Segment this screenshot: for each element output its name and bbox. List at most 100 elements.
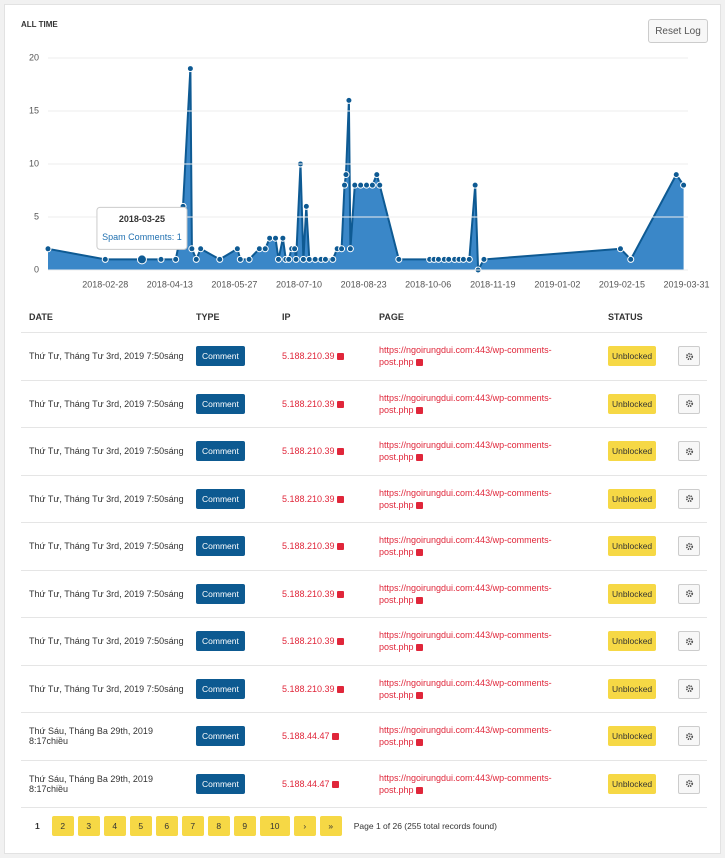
page-link[interactable]: https://ngoirungdui.com:443/wp-comments-… <box>379 535 552 558</box>
action-cell <box>668 346 707 367</box>
ip-link[interactable]: 5.188.210.39 <box>282 588 335 599</box>
external-icon <box>336 590 344 598</box>
action-cell <box>668 488 707 509</box>
status-badge: Unblocked <box>608 346 657 367</box>
date-cell: Thứ Tư, Tháng Tư 3rd, 2019 7:50sáng <box>21 541 188 551</box>
x-tick-label: 2019-03-31 <box>664 279 710 289</box>
data-point <box>305 255 313 263</box>
ip-link[interactable]: 5.188.210.39 <box>282 541 335 552</box>
gear-icon <box>685 637 693 645</box>
ip-link[interactable]: 5.188.210.39 <box>282 636 335 647</box>
page-button[interactable]: 6 <box>155 816 178 836</box>
tooltip-box <box>96 206 188 250</box>
page-link[interactable]: https://ngoirungdui.com:443/wp-comments-… <box>379 677 552 700</box>
date-cell: Thứ Tư, Tháng Tư 3rd, 2019 7:50sáng <box>21 351 188 361</box>
y-tick-label: 15 <box>29 105 39 115</box>
page-button[interactable]: › <box>293 816 316 836</box>
page-link[interactable]: https://ngoirungdui.com:443/wp-comments-… <box>379 582 552 605</box>
ip-link[interactable]: 5.188.44.47 <box>282 778 330 789</box>
data-point <box>445 255 453 263</box>
page-button[interactable]: 3 <box>77 816 100 836</box>
data-point <box>395 255 403 263</box>
page-cell: https://ngoirungdui.com:443/wp-comments-… <box>371 772 600 796</box>
date-cell: Thứ Tư, Tháng Tư 3rd, 2019 7:50sáng <box>21 494 188 504</box>
settings-button[interactable] <box>678 536 700 557</box>
settings-button[interactable] <box>678 583 700 604</box>
settings-button[interactable] <box>678 488 700 509</box>
page-link[interactable]: https://ngoirungdui.com:443/wp-comments-… <box>379 772 552 795</box>
data-point <box>376 181 384 189</box>
page-button[interactable]: 2 <box>51 816 74 836</box>
external-icon <box>336 543 344 551</box>
date: Thứ Tư, Tháng Tư 3rd, 2019 7:50sáng <box>29 446 184 457</box>
page-cell: https://ngoirungdui.com:443/wp-comments-… <box>371 487 600 511</box>
date-cell: Thứ Sáu, Tháng Ba 29th, 2019 8:17chiều <box>21 774 188 794</box>
y-tick-label: 0 <box>34 264 39 274</box>
settings-button[interactable] <box>678 678 700 699</box>
type-badge: Comment <box>196 393 245 414</box>
settings-button[interactable] <box>678 631 700 652</box>
page-button[interactable]: 7 <box>181 816 204 836</box>
settings-button[interactable] <box>678 773 700 794</box>
page-button[interactable]: 5 <box>129 816 152 836</box>
page-button[interactable]: 9 <box>233 816 256 836</box>
data-point <box>299 255 307 263</box>
page-button[interactable]: 8 <box>207 816 230 836</box>
data-point <box>279 234 287 242</box>
type-cell: Comment <box>188 488 274 509</box>
x-tick-label: 2018-10-06 <box>405 279 451 289</box>
page-button[interactable]: 10 <box>259 816 290 836</box>
action-cell <box>668 393 707 414</box>
ip-link[interactable]: 5.188.44.47 <box>282 731 330 742</box>
page-button[interactable]: 4 <box>103 816 126 836</box>
table-row: Thứ Tư, Tháng Tư 3rd, 2019 7:50sáng Comme… <box>21 428 707 476</box>
settings-button[interactable] <box>678 441 700 462</box>
external-icon <box>336 495 344 503</box>
data-point <box>233 245 241 253</box>
table-row: Thứ Tư, Tháng Tư 3rd, 2019 7:50sáng Comme… <box>21 523 707 571</box>
page-link[interactable]: https://ngoirungdui.com:443/wp-comments-… <box>379 392 552 415</box>
settings-button[interactable] <box>678 726 700 747</box>
type-cell: Comment <box>188 773 274 794</box>
page-link[interactable]: https://ngoirungdui.com:443/wp-comments-… <box>379 725 552 748</box>
ip-link[interactable]: 5.188.210.39 <box>282 398 335 409</box>
external-icon <box>331 780 339 788</box>
ip-cell: 5.188.210.39 <box>274 588 371 600</box>
type-cell: Comment <box>188 441 274 462</box>
date-cell: Thứ Tư, Tháng Tư 3rd, 2019 7:50sáng <box>21 399 188 409</box>
page-link[interactable]: https://ngoirungdui.com:443/wp-comments-… <box>379 345 552 368</box>
chart-title: ALL TIME <box>21 20 58 29</box>
table-header: DATE TYPE IP PAGE STATUS <box>21 301 707 333</box>
page-link[interactable]: https://ngoirungdui.com:443/wp-comments-… <box>379 487 552 510</box>
ip-link[interactable]: 5.188.210.39 <box>282 493 335 504</box>
data-point <box>363 181 371 189</box>
ip-link[interactable]: 5.188.210.39 <box>282 446 335 457</box>
settings-button[interactable] <box>678 393 700 414</box>
page-button[interactable]: » <box>319 816 342 836</box>
data-point <box>285 255 293 263</box>
data-point <box>188 245 196 253</box>
type-cell: Comment <box>188 393 274 414</box>
reset-button[interactable]: Reset Log <box>648 19 708 43</box>
ip-link[interactable]: 5.188.210.39 <box>282 683 335 694</box>
ip-link[interactable]: 5.188.210.39 <box>282 351 335 362</box>
action-cell <box>668 773 707 794</box>
external-icon <box>415 691 423 699</box>
data-point <box>266 234 274 242</box>
date: Thứ Sáu, Tháng Ba 29th, 2019 8:17chiều <box>29 773 153 794</box>
current-page: 1 <box>35 821 40 831</box>
status-badge: Unblocked <box>608 726 657 747</box>
panel: ALL TIME 0 5 10 15 20 2018-02-28 2018-04-13 201… <box>4 4 721 854</box>
settings-button[interactable] <box>678 346 700 367</box>
page-link[interactable]: https://ngoirungdui.com:443/wp-comments-… <box>379 440 552 463</box>
date: Thứ Tư, Tháng Tư 3rd, 2019 7:50sáng <box>29 493 184 504</box>
status-badge: Unblocked <box>608 536 657 557</box>
gear-icon <box>685 542 693 550</box>
data-point <box>345 96 353 104</box>
ip-cell: 5.188.210.39 <box>274 683 371 695</box>
external-icon <box>415 596 423 604</box>
page-link[interactable]: https://ngoirungdui.com:443/wp-comments-… <box>379 630 552 653</box>
tooltip-title: 2018-03-25 <box>119 214 165 224</box>
data-point <box>272 234 280 242</box>
data-point <box>321 255 329 263</box>
